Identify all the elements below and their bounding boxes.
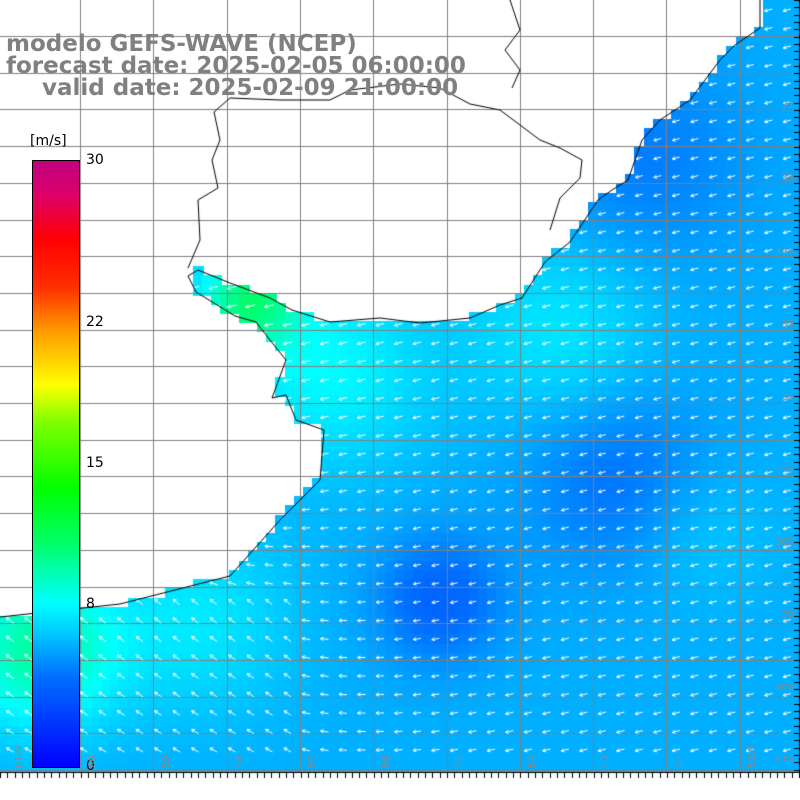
longitude-label: 59 <box>160 755 172 768</box>
longitude-label: 55 <box>453 755 465 768</box>
colorbar-tick-label: 15 <box>86 455 104 471</box>
model-title: modelo GEFS-WAVE (NCEP) <box>6 31 357 57</box>
longitude-label: 61W <box>14 745 25 768</box>
colorbar-tick-label: 30 <box>86 152 104 168</box>
colorbar-tick-label: 0 <box>86 758 95 774</box>
longitude-label: 53 <box>600 755 612 768</box>
latitude-label: 41S <box>774 754 794 765</box>
latitude-label: 35 <box>781 319 794 330</box>
latitude-label: 34S <box>774 246 794 257</box>
longitude-label: 56 <box>380 755 392 768</box>
forecast-date-title: forecast date: 2025-02-05 06:00:00 <box>6 53 466 79</box>
colorbar-tick-label: 8 <box>86 596 95 613</box>
latitude-label: 32 <box>781 100 794 111</box>
latitude-label: 33 <box>781 173 794 184</box>
longitude-label: 51W <box>747 745 758 768</box>
colorbar <box>32 160 80 768</box>
longitude-label: 58 <box>233 755 245 768</box>
longitude-label: 57 <box>307 755 319 768</box>
latitude-label: 40S <box>774 682 794 693</box>
longitude-label: 52 <box>673 755 685 768</box>
colorbar-tick-label: 22 <box>86 313 104 330</box>
latitude-label: 36 <box>781 392 794 403</box>
valid-date-title: valid date: 2025-02-09 21:00:00 <box>42 75 459 101</box>
latitude-label: 38S <box>774 537 794 548</box>
longitude-label: 54 <box>527 755 539 768</box>
longitude-label: 60 <box>87 755 99 768</box>
colorbar-units: [m/s] <box>30 133 67 149</box>
latitude-label: 39 <box>781 609 794 620</box>
latitude-label: 37S <box>774 464 794 475</box>
